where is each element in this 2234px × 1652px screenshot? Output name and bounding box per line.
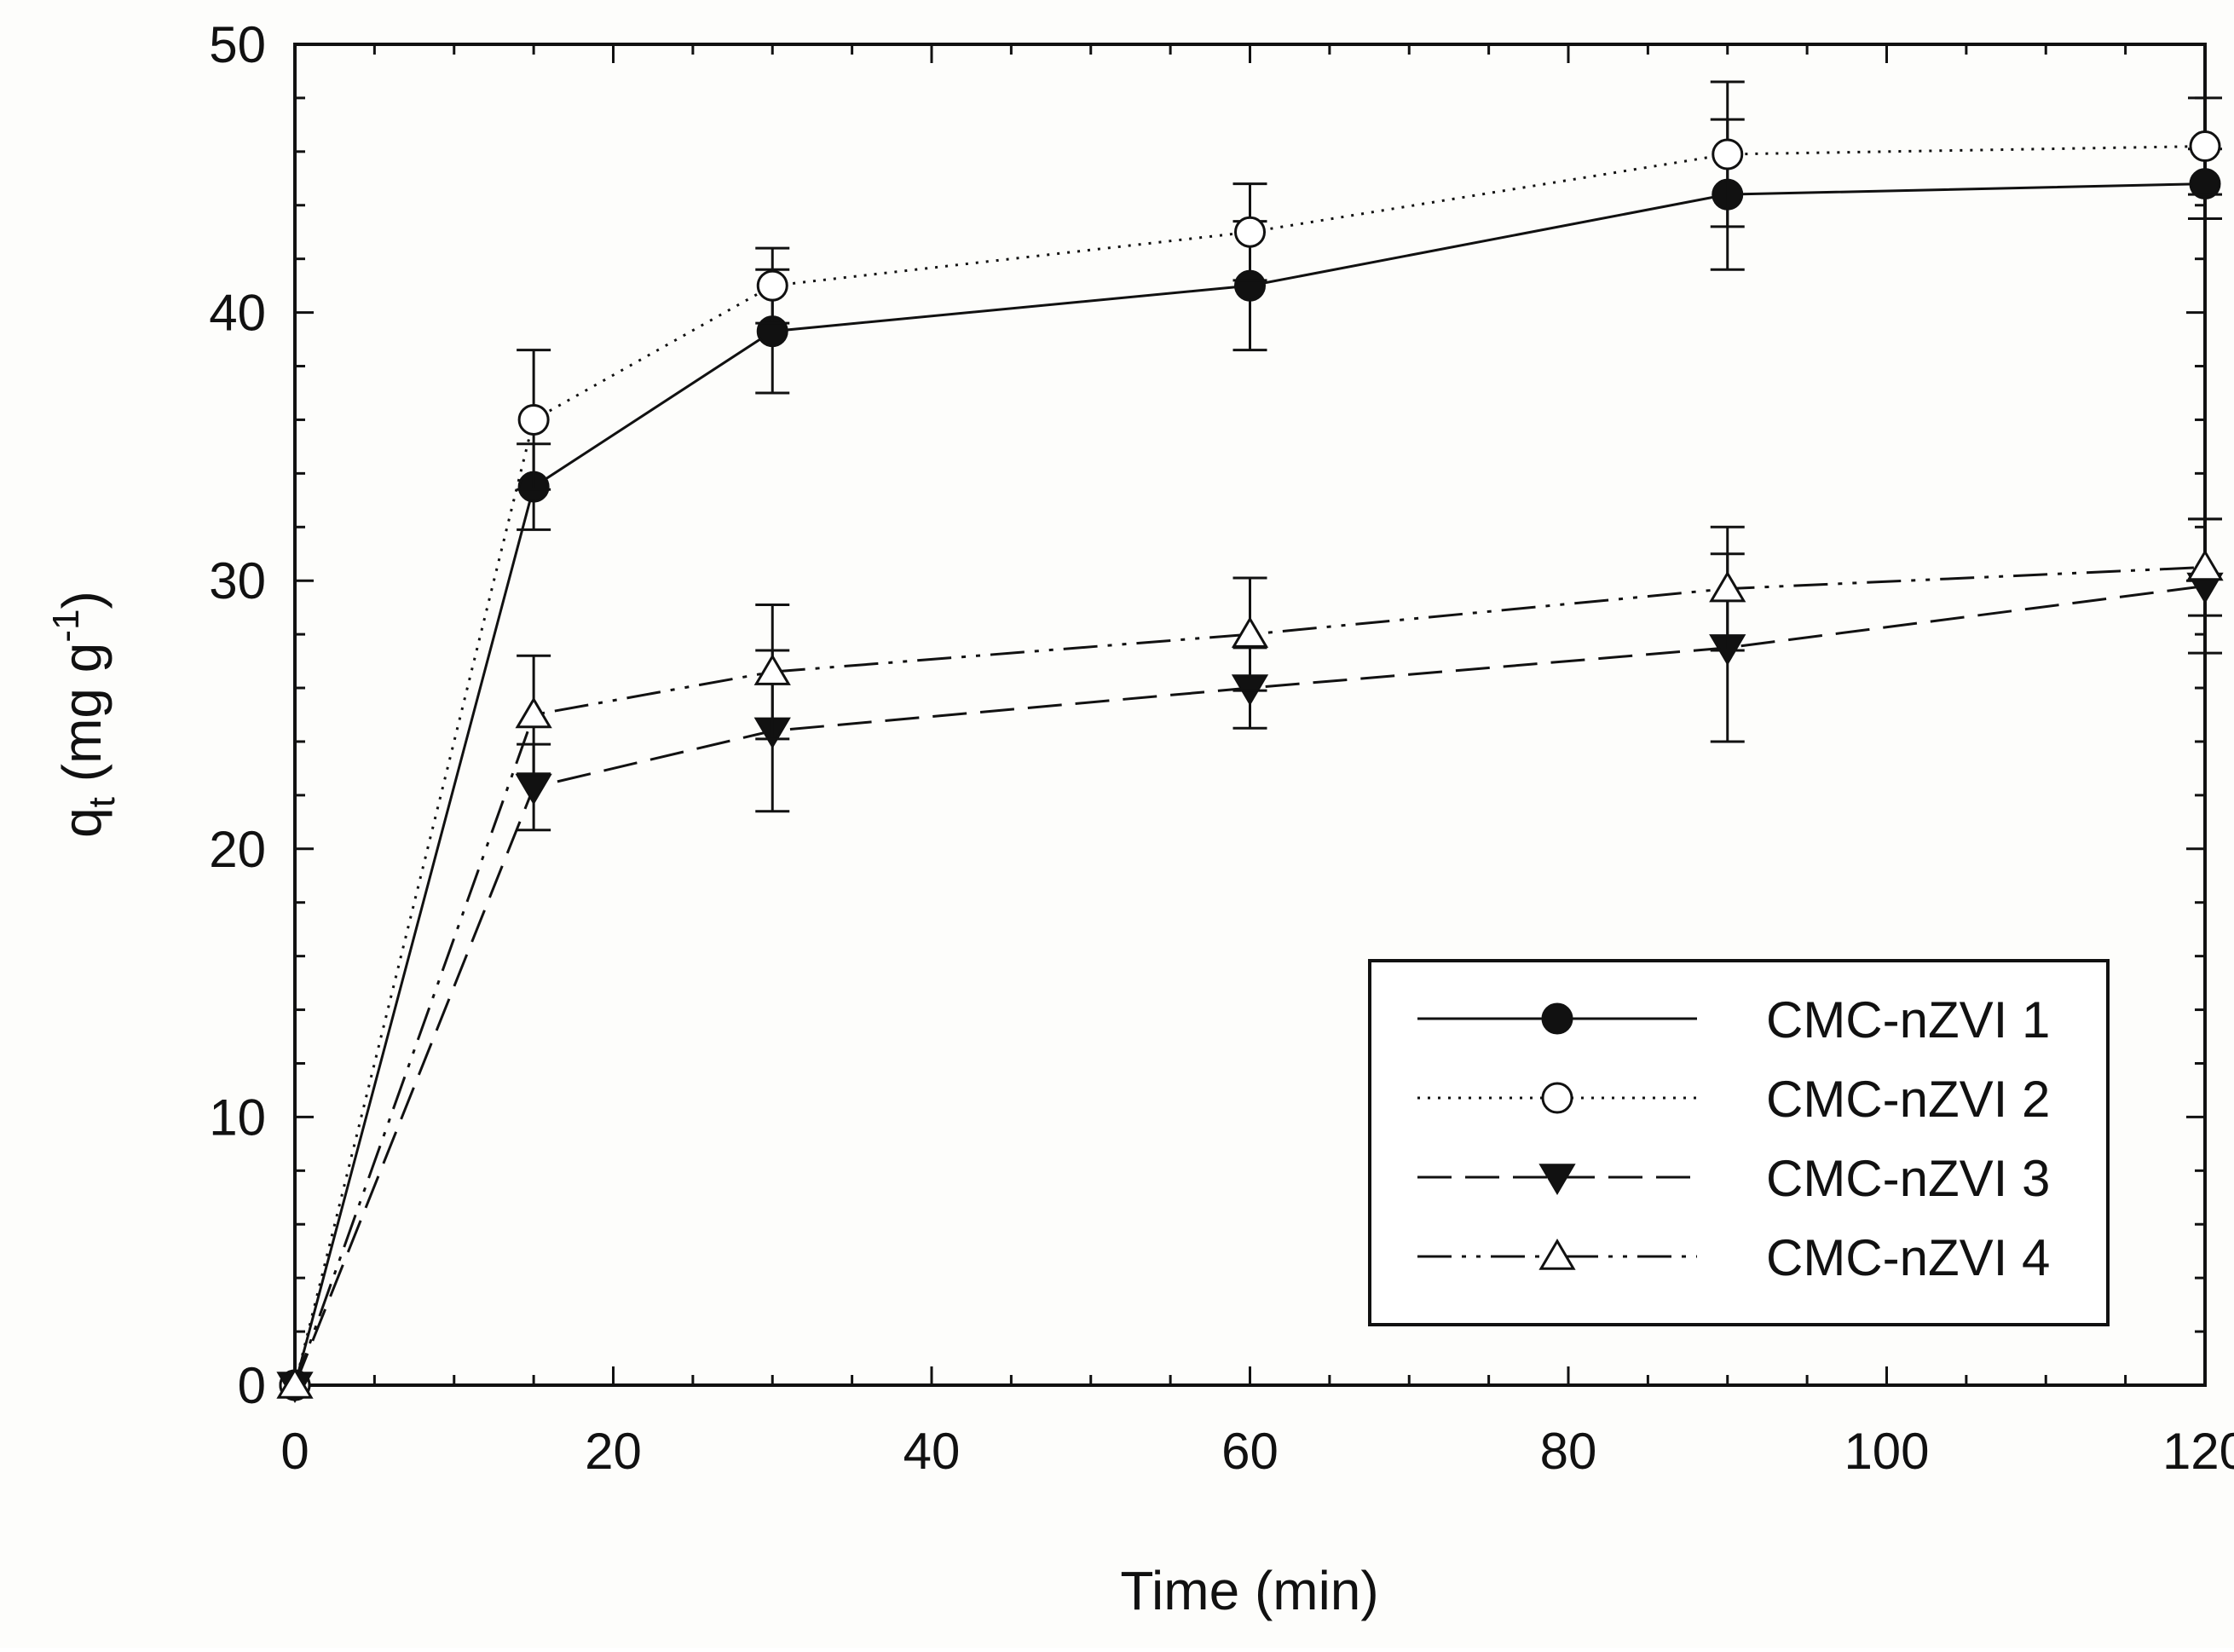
- legend-entry-4: CMC-nZVI 4: [1417, 1229, 2050, 1286]
- y-axis-title-unit: (mg g: [51, 643, 113, 797]
- data-point: [756, 269, 788, 302]
- legend-label: CMC-nZVI 1: [1766, 991, 2050, 1048]
- x-tick-label: 40: [903, 1423, 961, 1480]
- series-line: [293, 145, 2206, 1386]
- y-tick-label: 30: [209, 552, 266, 609]
- legend-box: [1368, 959, 2110, 1326]
- data-point: [517, 403, 550, 436]
- legend-label: CMC-nZVI 4: [1766, 1229, 2050, 1286]
- legend-marker: [1538, 1238, 1576, 1270]
- data-point: [276, 1366, 314, 1399]
- x-tick-label: 60: [1221, 1423, 1279, 1480]
- y-axis-title: qt (mg g-1): [45, 591, 123, 838]
- data-point: [1709, 570, 1746, 603]
- x-tick-label: 0: [280, 1423, 309, 1480]
- series-line: [293, 182, 2206, 1386]
- x-tick-label: 120: [2162, 1423, 2234, 1480]
- series-line: [293, 585, 2206, 1386]
- data-point: [1231, 616, 1269, 648]
- legend-marker: [1538, 1164, 1576, 1196]
- legend-entry-2: CMC-nZVI 2: [1417, 1071, 2050, 1128]
- y-axis-title-close: ): [51, 591, 113, 609]
- x-tick-label: 20: [585, 1423, 642, 1480]
- legend-label: CMC-nZVI 3: [1766, 1150, 2050, 1207]
- x-tick-label: 80: [1540, 1423, 1597, 1480]
- y-tick-label: 40: [209, 285, 266, 342]
- y-tick-label: 10: [209, 1089, 266, 1146]
- series-line: [293, 565, 2206, 1386]
- y-tick-label: 50: [209, 16, 266, 73]
- legend-marker: [1541, 1002, 1573, 1035]
- x-tick-label: 100: [1844, 1423, 1929, 1480]
- legend-marker: [1541, 1082, 1573, 1114]
- legend-label: CMC-nZVI 2: [1766, 1071, 2050, 1128]
- data-point: [1234, 216, 1266, 248]
- series-4: [276, 517, 2224, 1399]
- data-point: [515, 773, 552, 806]
- legend-entry-1: CMC-nZVI 1: [1417, 991, 2050, 1048]
- x-axis-title: Time (min): [1120, 1560, 1378, 1621]
- y-tick-label: 0: [238, 1357, 266, 1414]
- data-point: [2189, 130, 2221, 163]
- y-axis-title-symbol: q: [51, 807, 113, 838]
- y-axis-title-subscript: t: [81, 797, 123, 807]
- data-point: [753, 654, 791, 685]
- data-point: [2186, 549, 2224, 581]
- data-point: [1712, 138, 1744, 170]
- data-point: [515, 696, 552, 729]
- y-tick-label: 20: [209, 821, 266, 878]
- y-axis-title-superscript: -1: [45, 609, 87, 642]
- legend-entry-3: CMC-nZVI 3: [1417, 1150, 2050, 1207]
- series-2: [279, 80, 2222, 1401]
